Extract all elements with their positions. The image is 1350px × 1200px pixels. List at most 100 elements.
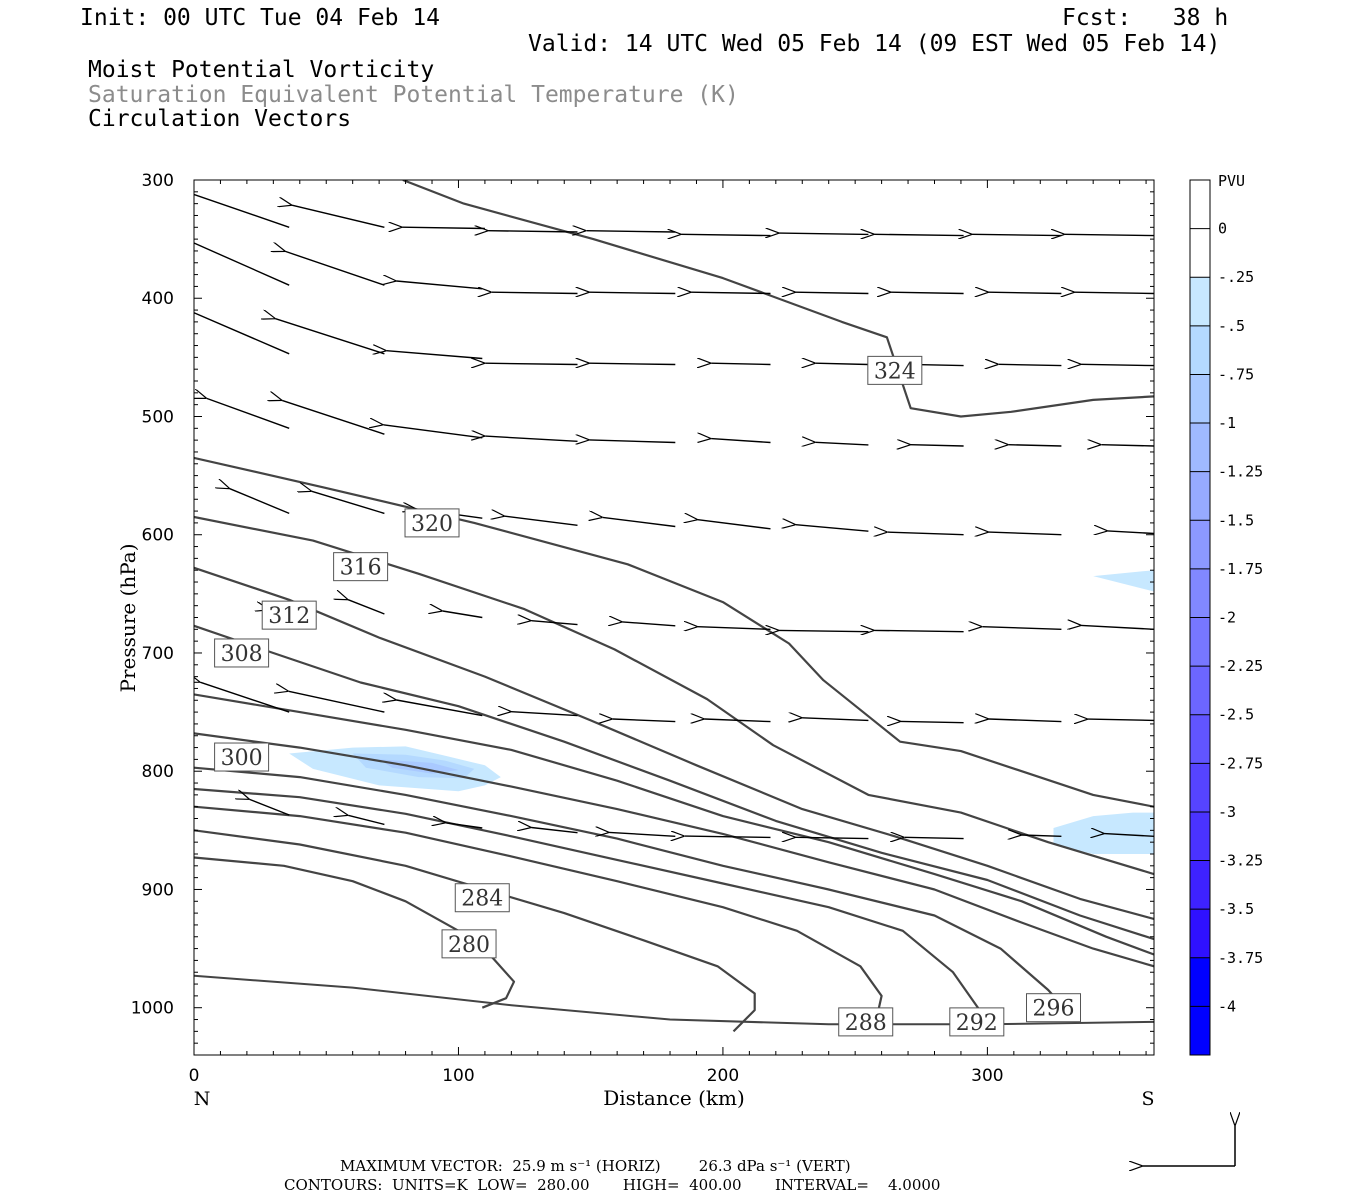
- circulation-vector: [1081, 364, 1154, 365]
- contour-line-312: [194, 566, 1154, 921]
- colorbar-swatch: [1190, 957, 1210, 1007]
- circulation-vector: [289, 691, 385, 713]
- circulation-vector: [194, 193, 290, 228]
- mpv-shading-layer: [289, 570, 1154, 854]
- contour-label-324: 324: [867, 355, 923, 385]
- colorbar-swatch: [1190, 471, 1210, 521]
- circulation-vector: [816, 442, 869, 445]
- x-tick-label: 100: [442, 1066, 474, 1086]
- circulation-vector: [891, 292, 964, 293]
- circulation-vector: [972, 234, 1062, 235]
- circulation-vector: [911, 445, 964, 446]
- mpv-shaded-region: [1093, 570, 1154, 592]
- circulation-vector: [443, 611, 483, 619]
- y-tick-label: 300: [142, 171, 174, 191]
- circulation-vector: [796, 292, 869, 293]
- circulation-vector: [282, 400, 385, 435]
- circulation-vector: [397, 281, 483, 290]
- colorbar-swatch: [1190, 617, 1210, 667]
- colorbar-swatch: [1190, 811, 1210, 861]
- circulation-vector: [485, 436, 578, 442]
- circulation-vector: [250, 799, 290, 816]
- circulation-vector: [685, 836, 771, 837]
- circulation-vector: [488, 231, 578, 232]
- x-tick-label: 300: [971, 1066, 1003, 1086]
- y-tick-label: 700: [142, 644, 174, 664]
- circulation-vector: [590, 292, 676, 293]
- contour-label-316: 316: [333, 552, 389, 582]
- colorbar-label: -2.5: [1218, 706, 1254, 724]
- colorbar-label: -2.75: [1218, 754, 1263, 772]
- field-title-theta-es: Saturation Equivalent Potential Temperat…: [88, 82, 739, 108]
- colorbar-label: -2: [1218, 609, 1236, 627]
- colorbar-label: -1.5: [1218, 511, 1254, 529]
- circulation-vector: [698, 520, 771, 530]
- contour-label-284: 284: [454, 883, 510, 913]
- colorbar-swatch: [1190, 277, 1210, 327]
- field-title-vectors: Circulation Vectors: [88, 106, 352, 132]
- circulation-vector: [505, 516, 578, 526]
- colorbar-swatch: [1190, 423, 1210, 473]
- circulation-vector: [590, 363, 676, 364]
- colorbar-label: -.75: [1218, 365, 1254, 383]
- svg-text:296: 296: [1033, 997, 1075, 1022]
- colorbar-label: -.5: [1218, 317, 1245, 335]
- circulation-vector: [613, 719, 676, 722]
- colorbar-swatch: [1190, 909, 1210, 959]
- circulation-vector: [901, 721, 964, 722]
- pvu-colorbar: 0 -.25 -.5 -.75 -1 -1.25 -1.5 -1.75 -2 -2.25 -2.5 -…: [1189, 179, 1263, 1056]
- svg-text:284: 284: [461, 887, 503, 912]
- colorbar-label: -2.25: [1218, 657, 1263, 675]
- colorbar-swatch: [1190, 714, 1210, 764]
- colorbar-swatch: [1190, 325, 1210, 375]
- circulation-vector: [348, 600, 385, 615]
- x-axis-title: Distance (km): [603, 1086, 745, 1110]
- circulation-vector: [492, 292, 578, 293]
- svg-text:292: 292: [956, 1011, 998, 1036]
- colorbar-swatch: [1190, 763, 1210, 813]
- init-time: Init: 00 UTC Tue 04 Feb 14: [80, 5, 441, 31]
- colorbar-label: 0: [1218, 220, 1227, 238]
- contour-label-300: 300: [214, 742, 270, 772]
- svg-text:316: 316: [340, 556, 382, 581]
- colorbar-label: -3.75: [1218, 949, 1263, 967]
- x-axis-right-end-label: S: [1141, 1088, 1154, 1110]
- contour-line-284: [194, 829, 756, 1033]
- theta-es-contours: [194, 180, 1154, 1033]
- circulation-vector: [779, 233, 869, 234]
- circulation-vector: [531, 621, 578, 626]
- colorbar-label: -1: [1218, 414, 1236, 432]
- circulation-vector: [276, 319, 385, 355]
- circulation-vector: [285, 251, 385, 286]
- reference-vector: [1143, 1126, 1235, 1166]
- contour-label-296: 296: [1026, 993, 1082, 1023]
- circulation-vector: [207, 398, 290, 429]
- contour-label-280: 280: [441, 929, 497, 959]
- circulation-vector: [705, 719, 771, 722]
- circulation-vector: [779, 630, 869, 631]
- circulation-vector: [397, 700, 483, 717]
- plot-frame: [193, 179, 1155, 1056]
- circulation-vector: [888, 532, 964, 535]
- svg-text:280: 280: [448, 933, 490, 958]
- y-tick-label: 500: [142, 407, 174, 427]
- contour-label-312: 312: [261, 600, 317, 630]
- axes: 300 400 500 600 700 800 900 1000 0 100 200 300: [131, 171, 1154, 1086]
- circulation-vector: [230, 489, 290, 515]
- contour-line-296: [194, 766, 1065, 1009]
- circulation-vector: [512, 712, 578, 716]
- colorbar-title: PVU: [1218, 172, 1245, 190]
- circulation-vector: [312, 491, 385, 515]
- contour-label-308: 308: [214, 638, 270, 668]
- circulation-vector: [1081, 625, 1154, 629]
- svg-text:312: 312: [268, 604, 310, 629]
- circulation-vector: [989, 532, 1062, 535]
- valid-time: Valid: 14 UTC Wed 05 Feb 14 (09 EST Wed …: [528, 31, 1221, 57]
- circulation-vector: [982, 627, 1062, 630]
- colorbar-swatch: [1190, 228, 1210, 278]
- circulation-vector: [609, 832, 676, 836]
- contour-line-304: [194, 693, 1154, 956]
- colorbar-label: -.25: [1218, 268, 1254, 286]
- svg-text:324: 324: [874, 359, 916, 384]
